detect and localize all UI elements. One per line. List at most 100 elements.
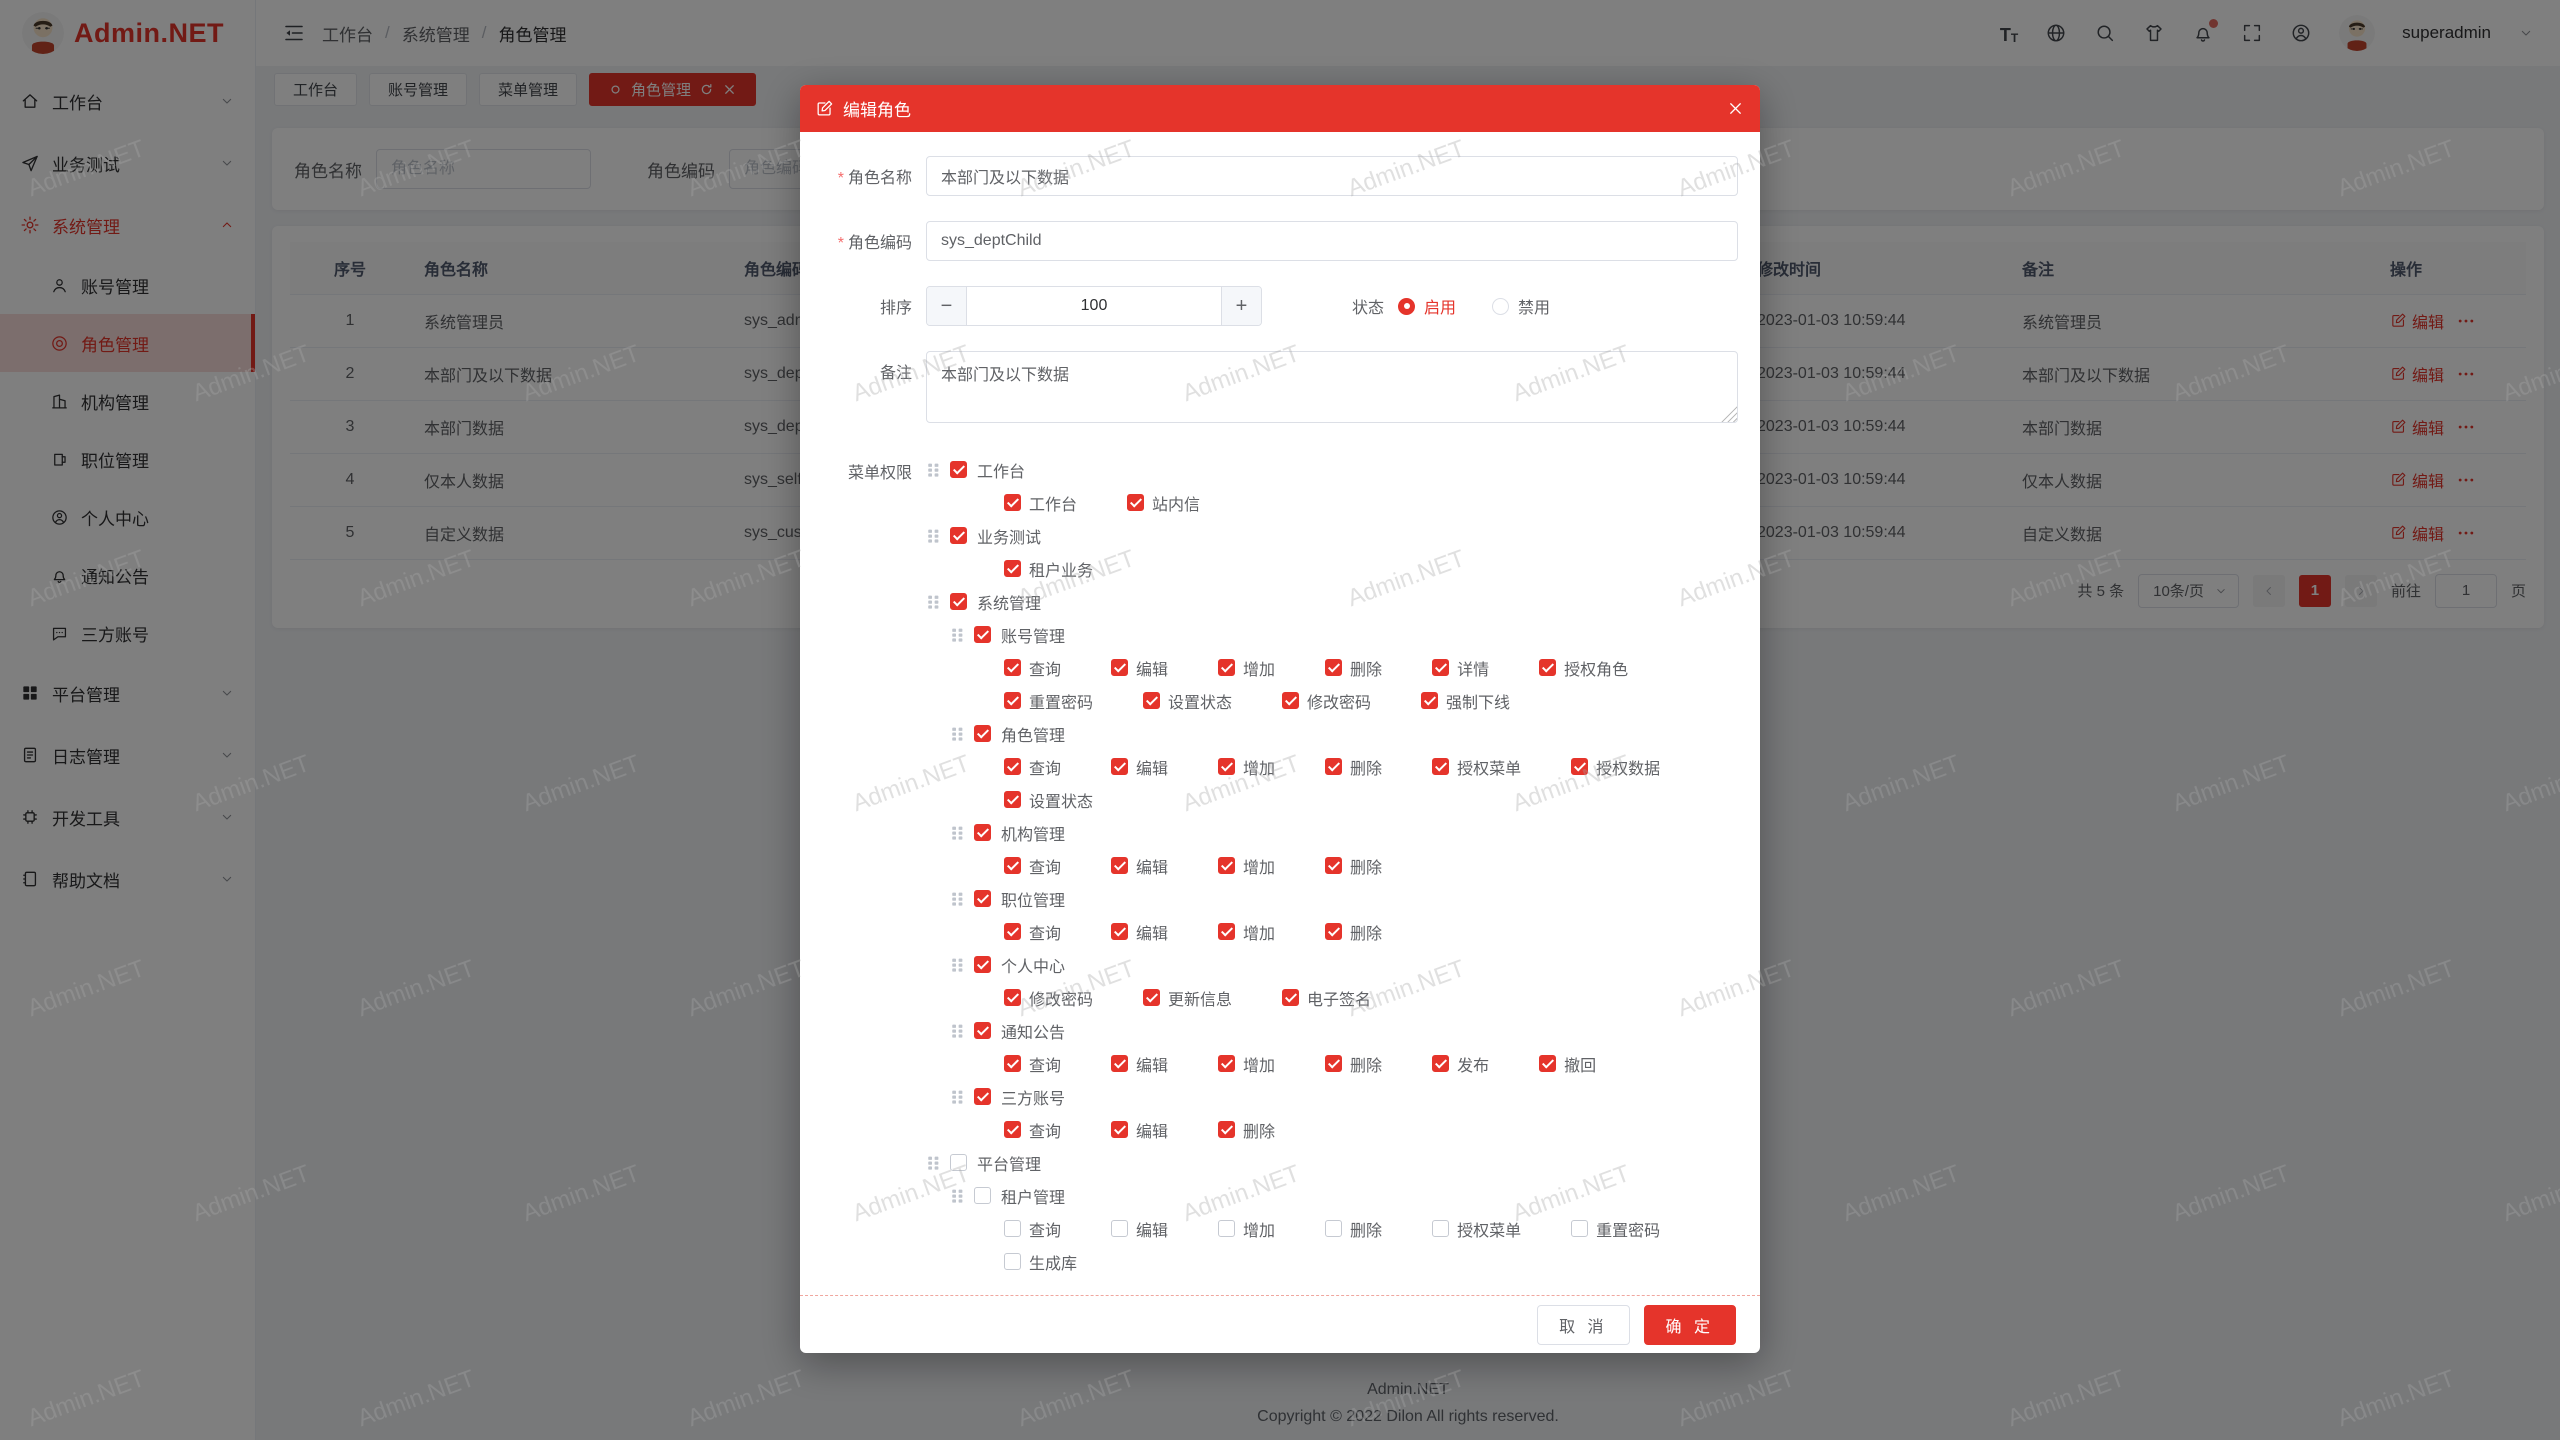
tree-action-row: 查询 编辑 增加 删除 [1004,849,1738,882]
checkbox[interactable] [1004,857,1021,874]
checkbox[interactable] [1004,1121,1021,1138]
tree-action-row: 查询 编辑 增加 删除 授权菜单 授权数据 [1004,750,1738,783]
checkbox[interactable] [1004,1220,1021,1237]
checkbox[interactable] [1432,758,1450,775]
status-radio-禁用[interactable]: 禁用 [1492,294,1550,318]
stepper-increase-button[interactable]: + [1221,287,1261,325]
checkbox[interactable] [1111,1121,1129,1138]
checkbox[interactable] [1218,758,1236,775]
checkbox[interactable] [1004,1055,1021,1072]
drag-handle-icon[interactable] [950,957,965,973]
radio-label: 启用 [1424,300,1457,317]
checkbox[interactable] [1218,1055,1236,1072]
checkbox[interactable] [1432,1220,1450,1237]
drag-handle-icon[interactable] [950,825,965,841]
close-icon[interactable] [1726,99,1745,118]
confirm-button[interactable]: 确 定 [1643,1304,1736,1345]
remark-textarea[interactable]: 本部门及以下数据 [926,351,1738,423]
checkbox[interactable] [1282,989,1300,1006]
checkbox[interactable] [1218,857,1236,874]
checkbox[interactable] [1004,494,1021,511]
permission-发布: 发布 [1432,1052,1489,1076]
checkbox[interactable] [1004,560,1021,577]
sort-value[interactable]: 100 [1080,297,1108,314]
drag-handle-icon[interactable] [926,528,941,544]
edit-role-modal: 编辑角色 角色名称 角色编码 排序 − 100 + 状态 启用 禁用 备注 本部门… [800,85,1760,1353]
checkbox[interactable] [974,626,991,643]
checkbox[interactable] [1111,659,1129,676]
checkbox[interactable] [1004,1253,1021,1270]
checkbox[interactable] [1111,758,1129,775]
checkbox[interactable] [1111,1055,1129,1072]
checkbox[interactable] [1004,659,1021,676]
checkbox[interactable] [950,1154,967,1171]
checkbox[interactable] [1218,1220,1236,1237]
drag-handle-icon[interactable] [950,1188,965,1204]
checkbox[interactable] [1282,692,1300,709]
stepper-decrease-button[interactable]: − [927,287,967,325]
drag-handle-icon[interactable] [926,1155,941,1171]
checkbox[interactable] [1539,659,1557,676]
checkbox[interactable] [1325,1220,1343,1237]
checkbox[interactable] [974,1022,991,1039]
checkbox[interactable] [974,824,991,841]
permission-label: 授权角色 [1564,661,1629,679]
checkbox[interactable] [1127,494,1145,511]
modal-title: 编辑角色 [843,101,911,120]
checkbox[interactable] [1325,923,1343,940]
checkbox[interactable] [950,461,967,478]
checkbox[interactable] [1004,923,1021,940]
checkbox[interactable] [950,527,967,544]
checkbox[interactable] [1111,1220,1129,1237]
tree-node-业务测试: 业务测试 [926,519,1738,552]
modal-header: 编辑角色 [800,85,1760,132]
sort-stepper: − 100 + [926,286,1262,326]
checkbox[interactable] [1004,989,1021,1006]
checkbox[interactable] [1004,758,1021,775]
tree-action-row: 修改密码 更新信息 电子签名 [1004,981,1738,1014]
drag-handle-icon[interactable] [926,594,941,610]
checkbox[interactable] [1325,758,1343,775]
checkbox[interactable] [1143,692,1161,709]
role-code-input[interactable] [926,221,1738,261]
checkbox[interactable] [1143,989,1161,1006]
drag-handle-icon[interactable] [926,462,941,478]
checkbox[interactable] [1111,923,1129,940]
checkbox[interactable] [974,890,991,907]
cancel-button[interactable]: 取 消 [1537,1304,1630,1345]
checkbox[interactable] [1571,758,1589,775]
drag-handle-icon[interactable] [950,891,965,907]
checkbox[interactable] [974,725,991,742]
radio-label: 禁用 [1518,300,1551,317]
checkbox[interactable] [1571,1220,1589,1237]
checkbox[interactable] [1421,692,1439,709]
drag-handle-icon[interactable] [950,1089,965,1105]
drag-handle-icon[interactable] [950,627,965,643]
permission-删除: 删除 [1325,920,1382,944]
checkbox[interactable] [1218,923,1236,940]
checkbox[interactable] [1432,659,1450,676]
checkbox[interactable] [974,1187,991,1204]
drag-handle-icon[interactable] [950,1023,965,1039]
role-name-input[interactable] [926,156,1738,196]
permission-label: 增加 [1243,1057,1276,1075]
checkbox[interactable] [1539,1055,1557,1072]
checkbox[interactable] [1218,1121,1236,1138]
checkbox[interactable] [1432,1055,1450,1072]
checkbox[interactable] [950,593,967,610]
checkbox[interactable] [1004,692,1021,709]
permission-label: 编辑 [1136,859,1169,877]
checkbox[interactable] [1004,791,1021,808]
checkbox[interactable] [974,1088,991,1105]
checkbox[interactable] [1325,857,1343,874]
status-radio-启用[interactable]: 启用 [1398,294,1456,318]
permission-编辑: 编辑 [1111,1118,1168,1142]
checkbox[interactable] [1325,1055,1343,1072]
permission-删除: 删除 [1325,1217,1382,1241]
checkbox[interactable] [1111,857,1129,874]
checkbox[interactable] [1218,659,1236,676]
checkbox[interactable] [1325,659,1343,676]
drag-handle-icon[interactable] [950,726,965,742]
permission-label: 租户业务 [1029,562,1094,580]
checkbox[interactable] [974,956,991,973]
